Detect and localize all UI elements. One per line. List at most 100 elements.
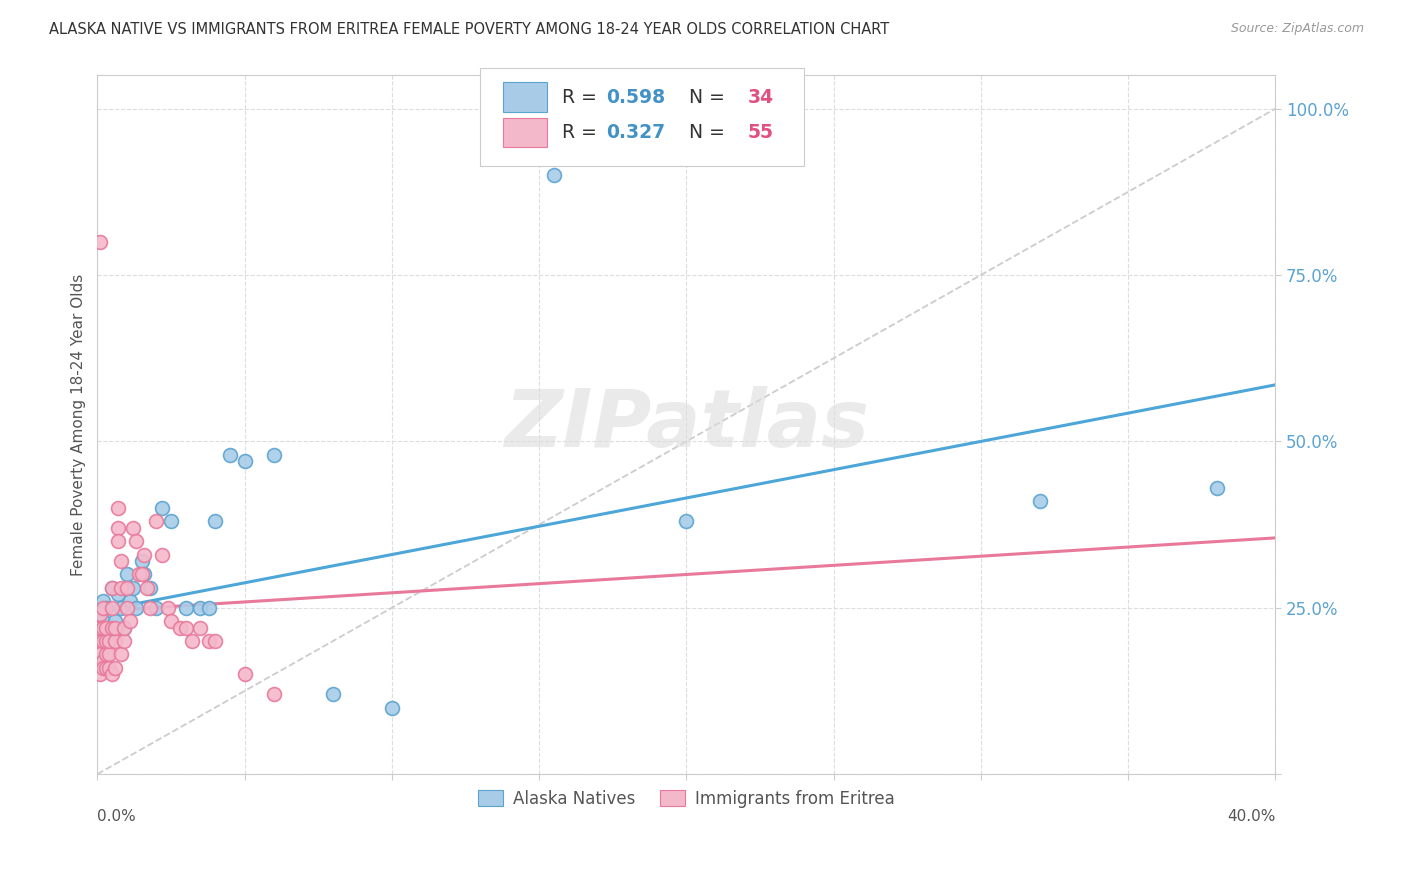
- Point: [89, 648, 111, 662]
- FancyBboxPatch shape: [481, 69, 804, 166]
- Point: [198, 600, 221, 615]
- Point: [198, 634, 221, 648]
- Text: 34: 34: [748, 87, 773, 106]
- Point: [131, 567, 153, 582]
- Text: R =: R =: [561, 87, 602, 106]
- Text: N =: N =: [676, 123, 731, 142]
- Text: ZIPatlas: ZIPatlas: [503, 385, 869, 464]
- Point: [139, 600, 162, 615]
- Text: ALASKA NATIVE VS IMMIGRANTS FROM ERITREA FEMALE POVERTY AMONG 18-24 YEAR OLDS CO: ALASKA NATIVE VS IMMIGRANTS FROM ERITREA…: [49, 22, 890, 37]
- Point: [89, 667, 111, 681]
- Point: [89, 607, 111, 622]
- Point: [115, 581, 138, 595]
- Point: [115, 600, 138, 615]
- Point: [91, 600, 114, 615]
- Point: [169, 621, 191, 635]
- Point: [110, 581, 132, 595]
- Point: [136, 581, 159, 595]
- Point: [157, 600, 180, 615]
- Point: [98, 627, 121, 641]
- Point: [139, 581, 162, 595]
- Point: [1029, 494, 1052, 508]
- Text: 55: 55: [748, 123, 773, 142]
- Point: [190, 600, 212, 615]
- Point: [91, 621, 114, 635]
- Point: [98, 660, 121, 674]
- Point: [101, 600, 124, 615]
- Point: [675, 514, 697, 528]
- Point: [101, 621, 124, 635]
- Text: 40.0%: 40.0%: [1227, 809, 1275, 824]
- Point: [1205, 481, 1227, 495]
- Point: [98, 648, 121, 662]
- Point: [204, 514, 226, 528]
- Point: [543, 168, 565, 182]
- Point: [91, 654, 114, 668]
- Point: [121, 581, 143, 595]
- Point: [107, 500, 129, 515]
- Point: [134, 548, 156, 562]
- Bar: [502, 118, 547, 147]
- Point: [233, 667, 256, 681]
- Point: [110, 648, 132, 662]
- Point: [110, 600, 132, 615]
- Point: [124, 600, 146, 615]
- Text: 0.598: 0.598: [606, 87, 665, 106]
- Point: [233, 454, 256, 468]
- Point: [104, 621, 127, 635]
- Point: [118, 594, 141, 608]
- Point: [96, 648, 118, 662]
- Text: 0.327: 0.327: [606, 123, 665, 142]
- Point: [89, 621, 111, 635]
- Point: [91, 594, 114, 608]
- Point: [381, 700, 404, 714]
- Point: [96, 621, 118, 635]
- Point: [98, 634, 121, 648]
- Point: [160, 514, 183, 528]
- Point: [96, 600, 118, 615]
- Point: [118, 614, 141, 628]
- Point: [89, 634, 111, 648]
- Point: [322, 687, 344, 701]
- Point: [174, 600, 197, 615]
- Point: [112, 634, 135, 648]
- Y-axis label: Female Poverty Among 18-24 Year Olds: Female Poverty Among 18-24 Year Olds: [72, 274, 86, 576]
- Point: [150, 500, 173, 515]
- Point: [89, 607, 111, 622]
- Point: [128, 567, 150, 582]
- Text: Source: ZipAtlas.com: Source: ZipAtlas.com: [1230, 22, 1364, 36]
- Point: [121, 521, 143, 535]
- Point: [107, 521, 129, 535]
- Bar: [502, 82, 547, 112]
- Legend: Alaska Natives, Immigrants from Eritrea: Alaska Natives, Immigrants from Eritrea: [471, 783, 901, 814]
- Point: [112, 621, 135, 635]
- Point: [124, 534, 146, 549]
- Point: [96, 660, 118, 674]
- Point: [134, 567, 156, 582]
- Point: [180, 634, 202, 648]
- Point: [190, 621, 212, 635]
- Point: [263, 687, 285, 701]
- Text: N =: N =: [676, 87, 731, 106]
- Point: [131, 554, 153, 568]
- Point: [104, 634, 127, 648]
- Point: [89, 235, 111, 249]
- Text: 0.0%: 0.0%: [97, 809, 136, 824]
- Point: [204, 634, 226, 648]
- Point: [150, 548, 173, 562]
- Point: [91, 614, 114, 628]
- Point: [89, 621, 111, 635]
- Point: [91, 634, 114, 648]
- Point: [112, 621, 135, 635]
- Point: [174, 621, 197, 635]
- Point: [101, 581, 124, 595]
- Point: [107, 587, 129, 601]
- Point: [96, 634, 118, 648]
- Point: [145, 514, 167, 528]
- Point: [107, 534, 129, 549]
- Point: [110, 554, 132, 568]
- Point: [91, 660, 114, 674]
- Point: [145, 600, 167, 615]
- Point: [101, 581, 124, 595]
- Text: R =: R =: [561, 123, 602, 142]
